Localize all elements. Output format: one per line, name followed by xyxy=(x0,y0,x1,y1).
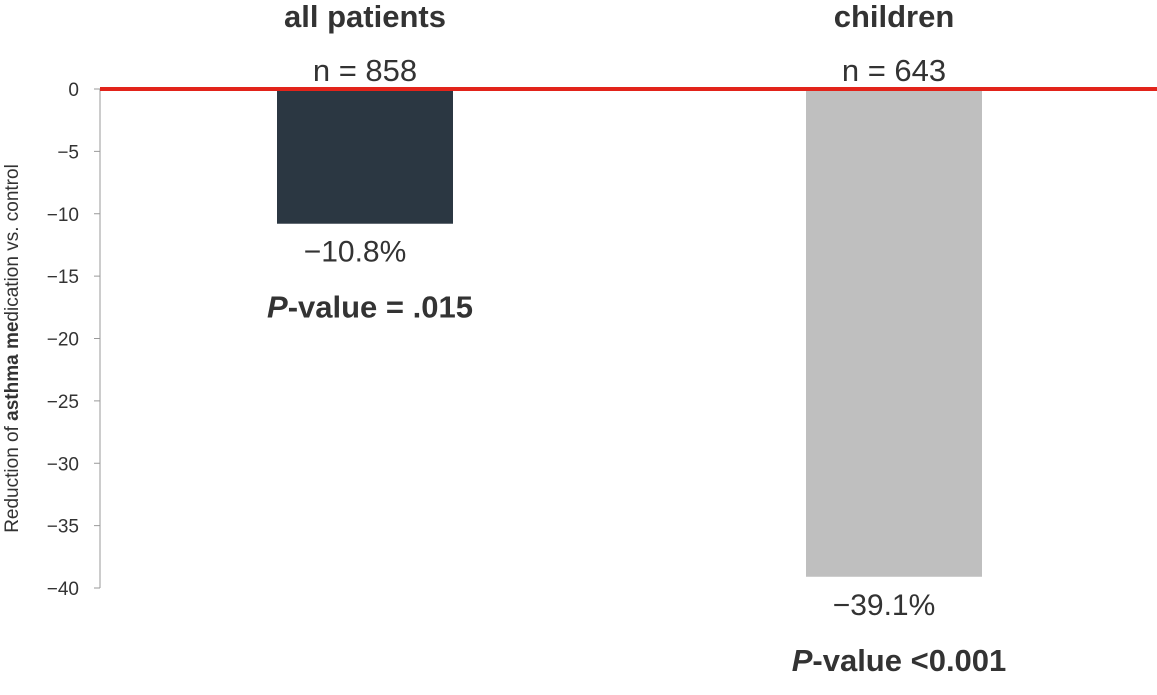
bar-children xyxy=(806,89,982,577)
value-label: −39.1% xyxy=(833,589,936,622)
y-axis: 0 −5 −10 −15 −20 −25 −30 −35 −40 xyxy=(47,80,101,600)
p-value-rest: -value = .015 xyxy=(288,290,473,325)
p-value-label: P-value = .015 xyxy=(267,290,473,325)
category-label: children xyxy=(834,0,955,34)
p-value-italic: P xyxy=(792,643,813,678)
sample-size-label: n = 858 xyxy=(313,53,417,88)
p-value-italic: P xyxy=(267,290,288,325)
y-tick-label: −30 xyxy=(47,454,79,475)
y-tick-label: −25 xyxy=(47,392,79,413)
y-tick-label: −20 xyxy=(47,330,79,351)
bars xyxy=(277,89,982,577)
y-axis-label-part: asthma me xyxy=(2,322,23,421)
y-axis-label-part: dication vs. control xyxy=(2,164,23,321)
y-tick-label: −35 xyxy=(47,517,79,538)
sample-size-label: n = 643 xyxy=(842,53,946,88)
y-axis-label: Reduction of asthma medication vs. contr… xyxy=(2,164,23,533)
bar-all-patients xyxy=(277,89,453,224)
y-tick-label: −15 xyxy=(47,267,79,288)
value-label: −10.8% xyxy=(304,236,407,269)
p-value-rest: -value <0.001 xyxy=(812,643,1006,678)
y-tick-label: −5 xyxy=(57,142,79,163)
y-tick-label: 0 xyxy=(68,80,79,101)
y-tick-label: −10 xyxy=(47,205,79,226)
y-axis-label-part: Reduction of xyxy=(2,421,23,533)
category-label: all patients xyxy=(284,0,446,34)
y-tick-label: −40 xyxy=(47,579,79,600)
p-value-label: P-value <0.001 xyxy=(792,643,1007,678)
